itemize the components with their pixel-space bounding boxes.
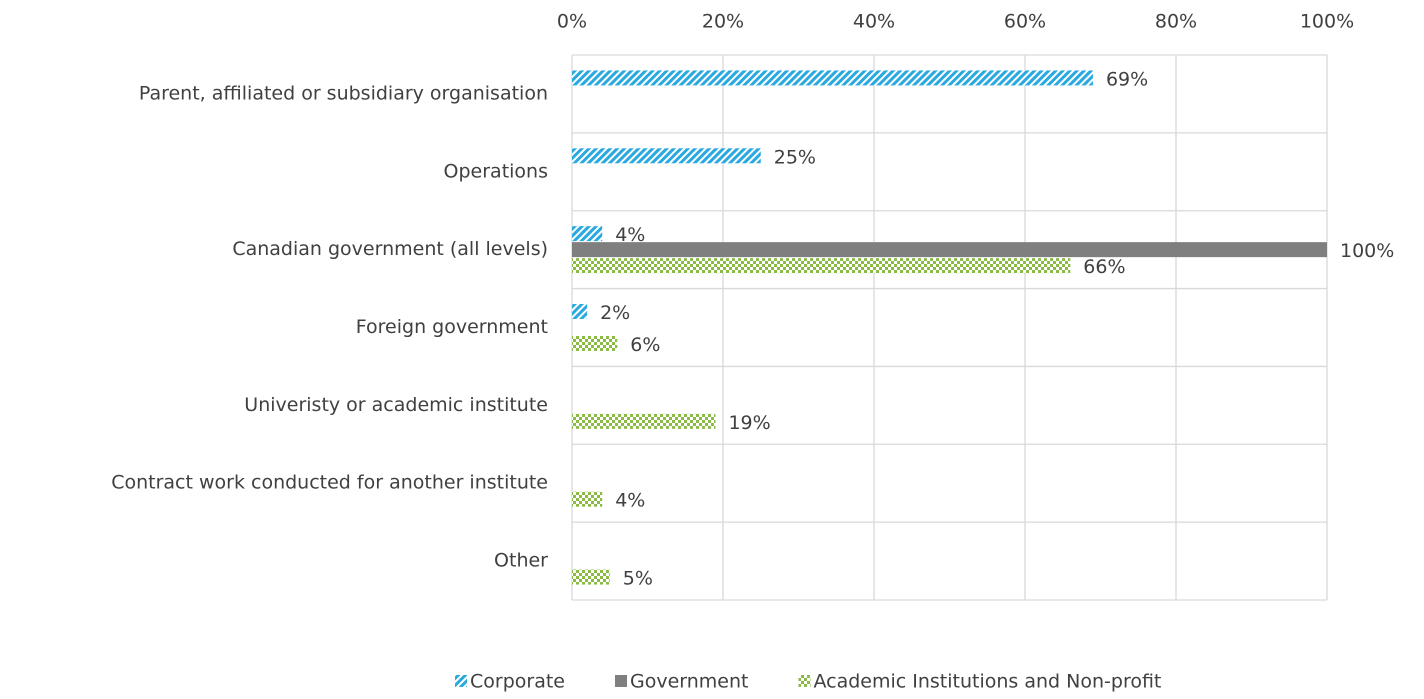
legend-label: Academic Institutions and Non-profit [813, 671, 1161, 693]
legend-swatch [614, 675, 627, 687]
data-label: 100% [1340, 240, 1394, 262]
legend-swatch [455, 675, 467, 687]
x-tick-label: 40% [853, 11, 895, 33]
x-tick-label: 20% [702, 11, 744, 33]
data-label: 66% [1083, 256, 1125, 278]
data-label: 5% [623, 568, 653, 590]
bar [572, 413, 716, 429]
y-tick-label: Foreign government [356, 316, 548, 338]
data-label: 2% [600, 302, 630, 324]
y-tick-label: Canadian government (all levels) [232, 238, 548, 260]
y-tick-label: Parent, affiliated or subsidiary organis… [139, 82, 548, 104]
bar [572, 569, 610, 585]
x-tick-label: 80% [1155, 11, 1197, 33]
bar [572, 148, 761, 164]
x-tick-label: 0% [557, 11, 587, 33]
data-label: 4% [615, 490, 645, 512]
y-tick-label: Operations [444, 160, 548, 182]
x-tick-label: 60% [1004, 11, 1046, 33]
bar [572, 226, 603, 242]
data-label: 25% [774, 146, 816, 168]
bar [572, 336, 618, 351]
bar [572, 258, 1071, 274]
bar [572, 70, 1093, 86]
data-label: 6% [630, 334, 660, 356]
y-tick-label: Other [494, 550, 548, 572]
data-label: 4% [615, 224, 645, 246]
data-label: 69% [1106, 68, 1148, 90]
bar [572, 491, 603, 507]
legend-label: Government [630, 671, 749, 693]
legend-swatch [798, 675, 811, 687]
y-tick-label: Contract work conducted for another inst… [111, 472, 548, 494]
x-tick-label: 100% [1300, 11, 1354, 33]
legend-label: Corporate [470, 671, 565, 693]
bar [572, 304, 588, 319]
y-tick-label: Univeristy or academic institute [244, 394, 548, 416]
data-label: 19% [728, 412, 770, 434]
bar [572, 242, 1327, 258]
